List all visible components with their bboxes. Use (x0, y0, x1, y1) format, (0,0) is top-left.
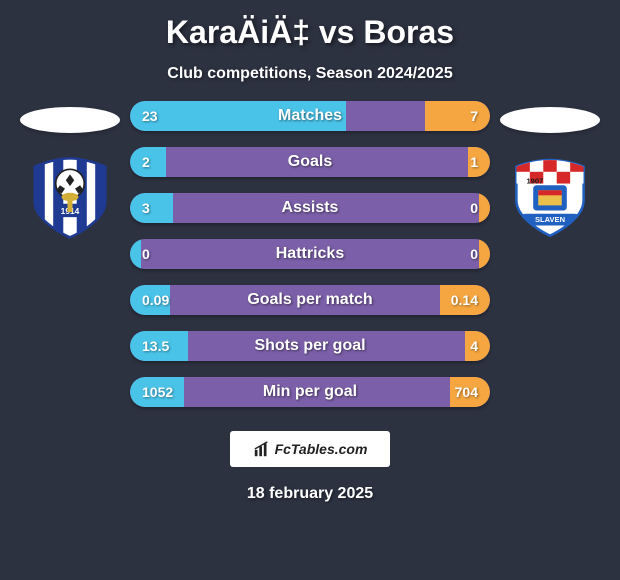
stat-left-value: 3 (142, 193, 150, 223)
stats-column: Matches237Goals21Assists30Hattricks00Goa… (130, 101, 490, 407)
stat-right-fill (425, 101, 490, 131)
stat-mid (188, 331, 465, 361)
stat-left-value: 1052 (142, 377, 173, 407)
left-team-badge: 1914 (28, 155, 112, 239)
stat-right-value: 0 (470, 193, 478, 223)
stat-row: Matches237 (130, 101, 490, 131)
slaven-badge-icon: SLAVEN 1907 (508, 155, 592, 239)
comparison-card: KaraÄiÄ‡ vs Boras Club competitions, Sea… (0, 0, 620, 580)
stat-right-value: 7 (470, 101, 478, 131)
stat-row: Min per goal1052704 (130, 377, 490, 407)
stat-right-value: 704 (455, 377, 478, 407)
stat-right-value: 0 (470, 239, 478, 269)
right-team-banner: SLAVEN (535, 215, 565, 224)
stat-right-fill (479, 239, 490, 269)
right-team-badge: SLAVEN 1907 (508, 155, 592, 239)
stat-mid (173, 193, 479, 223)
stat-left-fill (130, 239, 141, 269)
main-row: 1914 Matches237Goals21Assists30Hattricks… (0, 101, 620, 407)
stat-row: Hattricks00 (130, 239, 490, 269)
stat-left-fill (130, 101, 346, 131)
stat-row: Shots per goal13.54 (130, 331, 490, 361)
stat-row: Goals21 (130, 147, 490, 177)
stat-right-fill (479, 193, 490, 223)
left-team-col: 1914 (10, 101, 130, 239)
footer-logo-text: FcTables.com (275, 441, 368, 457)
stat-mid (166, 147, 468, 177)
bars-icon (253, 440, 271, 458)
lokomotiva-badge-icon: 1914 (28, 155, 112, 239)
stat-left-value: 23 (142, 101, 158, 131)
stat-mid (141, 239, 479, 269)
stat-mid (346, 101, 425, 131)
subtitle: Club competitions, Season 2024/2025 (0, 65, 620, 83)
stat-row: Assists30 (130, 193, 490, 223)
page-title: KaraÄiÄ‡ vs Boras (0, 14, 620, 51)
footer-logo[interactable]: FcTables.com (230, 431, 390, 467)
stat-right-value: 0.14 (451, 285, 478, 315)
stat-mid (170, 285, 440, 315)
stat-left-value: 0 (142, 239, 150, 269)
stat-right-value: 4 (470, 331, 478, 361)
stat-left-value: 0.09 (142, 285, 169, 315)
right-team-year: 1907 (526, 177, 543, 186)
right-ellipse (500, 107, 600, 133)
stat-left-fill (130, 193, 173, 223)
stat-left-value: 13.5 (142, 331, 169, 361)
stat-right-value: 1 (470, 147, 478, 177)
stat-mid (184, 377, 450, 407)
left-ellipse (20, 107, 120, 133)
stat-left-value: 2 (142, 147, 150, 177)
date-text: 18 february 2025 (0, 485, 620, 503)
stat-row: Goals per match0.090.14 (130, 285, 490, 315)
right-team-col: SLAVEN 1907 (490, 101, 610, 239)
